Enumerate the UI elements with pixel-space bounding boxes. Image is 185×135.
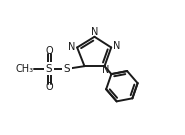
Text: O: O [45, 82, 53, 92]
Text: O: O [45, 46, 53, 56]
Text: N: N [91, 27, 98, 37]
Text: N: N [68, 43, 75, 53]
Text: S: S [46, 64, 52, 74]
Text: S: S [64, 64, 70, 74]
Text: N: N [113, 41, 120, 51]
Text: N: N [102, 65, 110, 75]
Text: CH₃: CH₃ [15, 64, 33, 74]
